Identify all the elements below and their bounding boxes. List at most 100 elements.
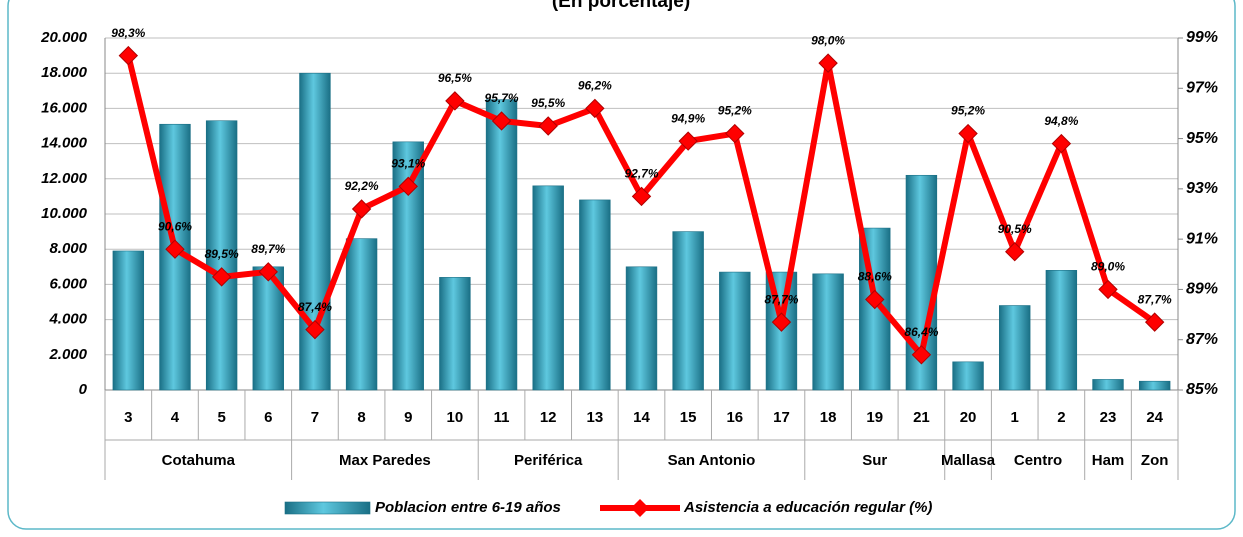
y2-tick-label: 89% [1186,281,1218,298]
y-tick-label: 2.000 [48,346,87,363]
line-marker [585,98,605,119]
line-marker [958,123,978,144]
y2-tick-label: 99% [1186,29,1218,46]
y2-tick-label: 85% [1186,381,1218,398]
x-tick-label: 15 [680,409,697,426]
y2-tick-label: 97% [1186,80,1218,97]
x-tick-label: 7 [311,409,319,426]
bar [672,231,704,391]
data-label: 86,4% [904,325,938,339]
bar [299,72,331,391]
line-marker [305,319,325,340]
line-marker [1005,242,1025,262]
bar [625,266,658,391]
bar [719,271,751,391]
y-tick-label: 0 [79,381,88,398]
bar [439,277,471,391]
line-marker [631,186,652,207]
bar [1138,380,1171,391]
x-tick-label: 24 [1146,409,1163,426]
group-label: Periférica [514,452,583,469]
x-tick-label: 12 [540,409,557,426]
x-tick-label: 14 [633,409,650,426]
line-marker [1144,312,1165,332]
x-tick-label: 4 [171,409,180,426]
y-tick-label: 6.000 [49,275,87,292]
line-marker [491,111,512,131]
line-marker [678,131,698,151]
line-marker [398,176,418,197]
line-marker [538,116,558,136]
data-label: 92,7% [624,167,658,181]
line-marker [1098,279,1118,300]
chart-title: (En porcentaje) [552,0,690,12]
x-tick-label: 19 [866,409,883,426]
line-marker [118,45,139,66]
data-label: 95,7% [485,91,519,105]
group-label: Mallasa [941,452,996,469]
data-label: 95,2% [718,104,752,118]
x-tick-label: 1 [1011,409,1019,426]
bar [345,238,378,391]
bar [1045,270,1078,391]
group-label: San Antonio [668,452,756,469]
data-label: 88,6% [858,270,892,284]
line-marker [165,239,185,259]
y2-tick-label: 91% [1186,230,1218,247]
line-marker [865,289,885,310]
data-label: 98,0% [811,33,845,47]
x-tick-label: 23 [1100,409,1117,426]
bar [532,185,564,391]
data-label: 98,3% [111,26,145,40]
bar [579,199,611,391]
line-marker [911,345,932,365]
line-marker [771,312,792,332]
data-label: 90,5% [998,222,1032,236]
bar [999,305,1031,391]
data-label: 95,5% [531,96,565,110]
line-marker [445,91,465,111]
y-tick-label: 4.000 [48,311,87,328]
frame [7,0,1236,530]
x-tick-label: 18 [820,409,837,426]
group-label: Max Paredes [339,452,431,469]
data-label: 89,7% [251,242,285,256]
x-tick-label: 20 [960,409,977,426]
line-marker [818,53,838,73]
x-tick-label: 13 [587,409,604,426]
legend-marker [631,499,649,517]
x-tick-label: 5 [217,409,225,426]
data-label: 95,2% [951,104,985,118]
data-label: 94,8% [1044,114,1078,128]
line-marker [258,262,278,282]
x-tick-label: 8 [357,409,365,426]
group-label: Centro [1014,452,1062,469]
y-tick-label: 14.000 [41,135,88,152]
data-label: 89,0% [1091,260,1125,274]
data-label: 89,5% [205,247,239,261]
group-label: Zon [1141,452,1169,469]
bar [812,273,844,391]
group-label: Cotahuma [162,452,236,469]
data-label: 87,7% [1138,292,1172,306]
y-tick-label: 20.000 [40,29,88,46]
data-label: 92,2% [345,179,379,193]
bar [205,120,238,391]
bar [485,99,518,391]
line-marker [725,123,745,144]
line-marker [211,267,232,287]
legend-label: Poblacion entre 6-19 años [375,499,561,516]
x-tick-label: 2 [1057,409,1065,426]
bar [112,250,145,391]
line-marker [1051,133,1072,154]
group-label: Sur [862,452,887,469]
y2-tick-label: 93% [1186,180,1218,197]
x-tick-label: 11 [494,409,510,426]
bar [952,361,984,391]
x-tick-label: 6 [264,409,272,426]
y-tick-label: 18.000 [41,64,88,81]
data-label: 87,4% [298,300,332,314]
bar [1092,379,1124,391]
y2-tick-label: 87% [1186,331,1218,348]
